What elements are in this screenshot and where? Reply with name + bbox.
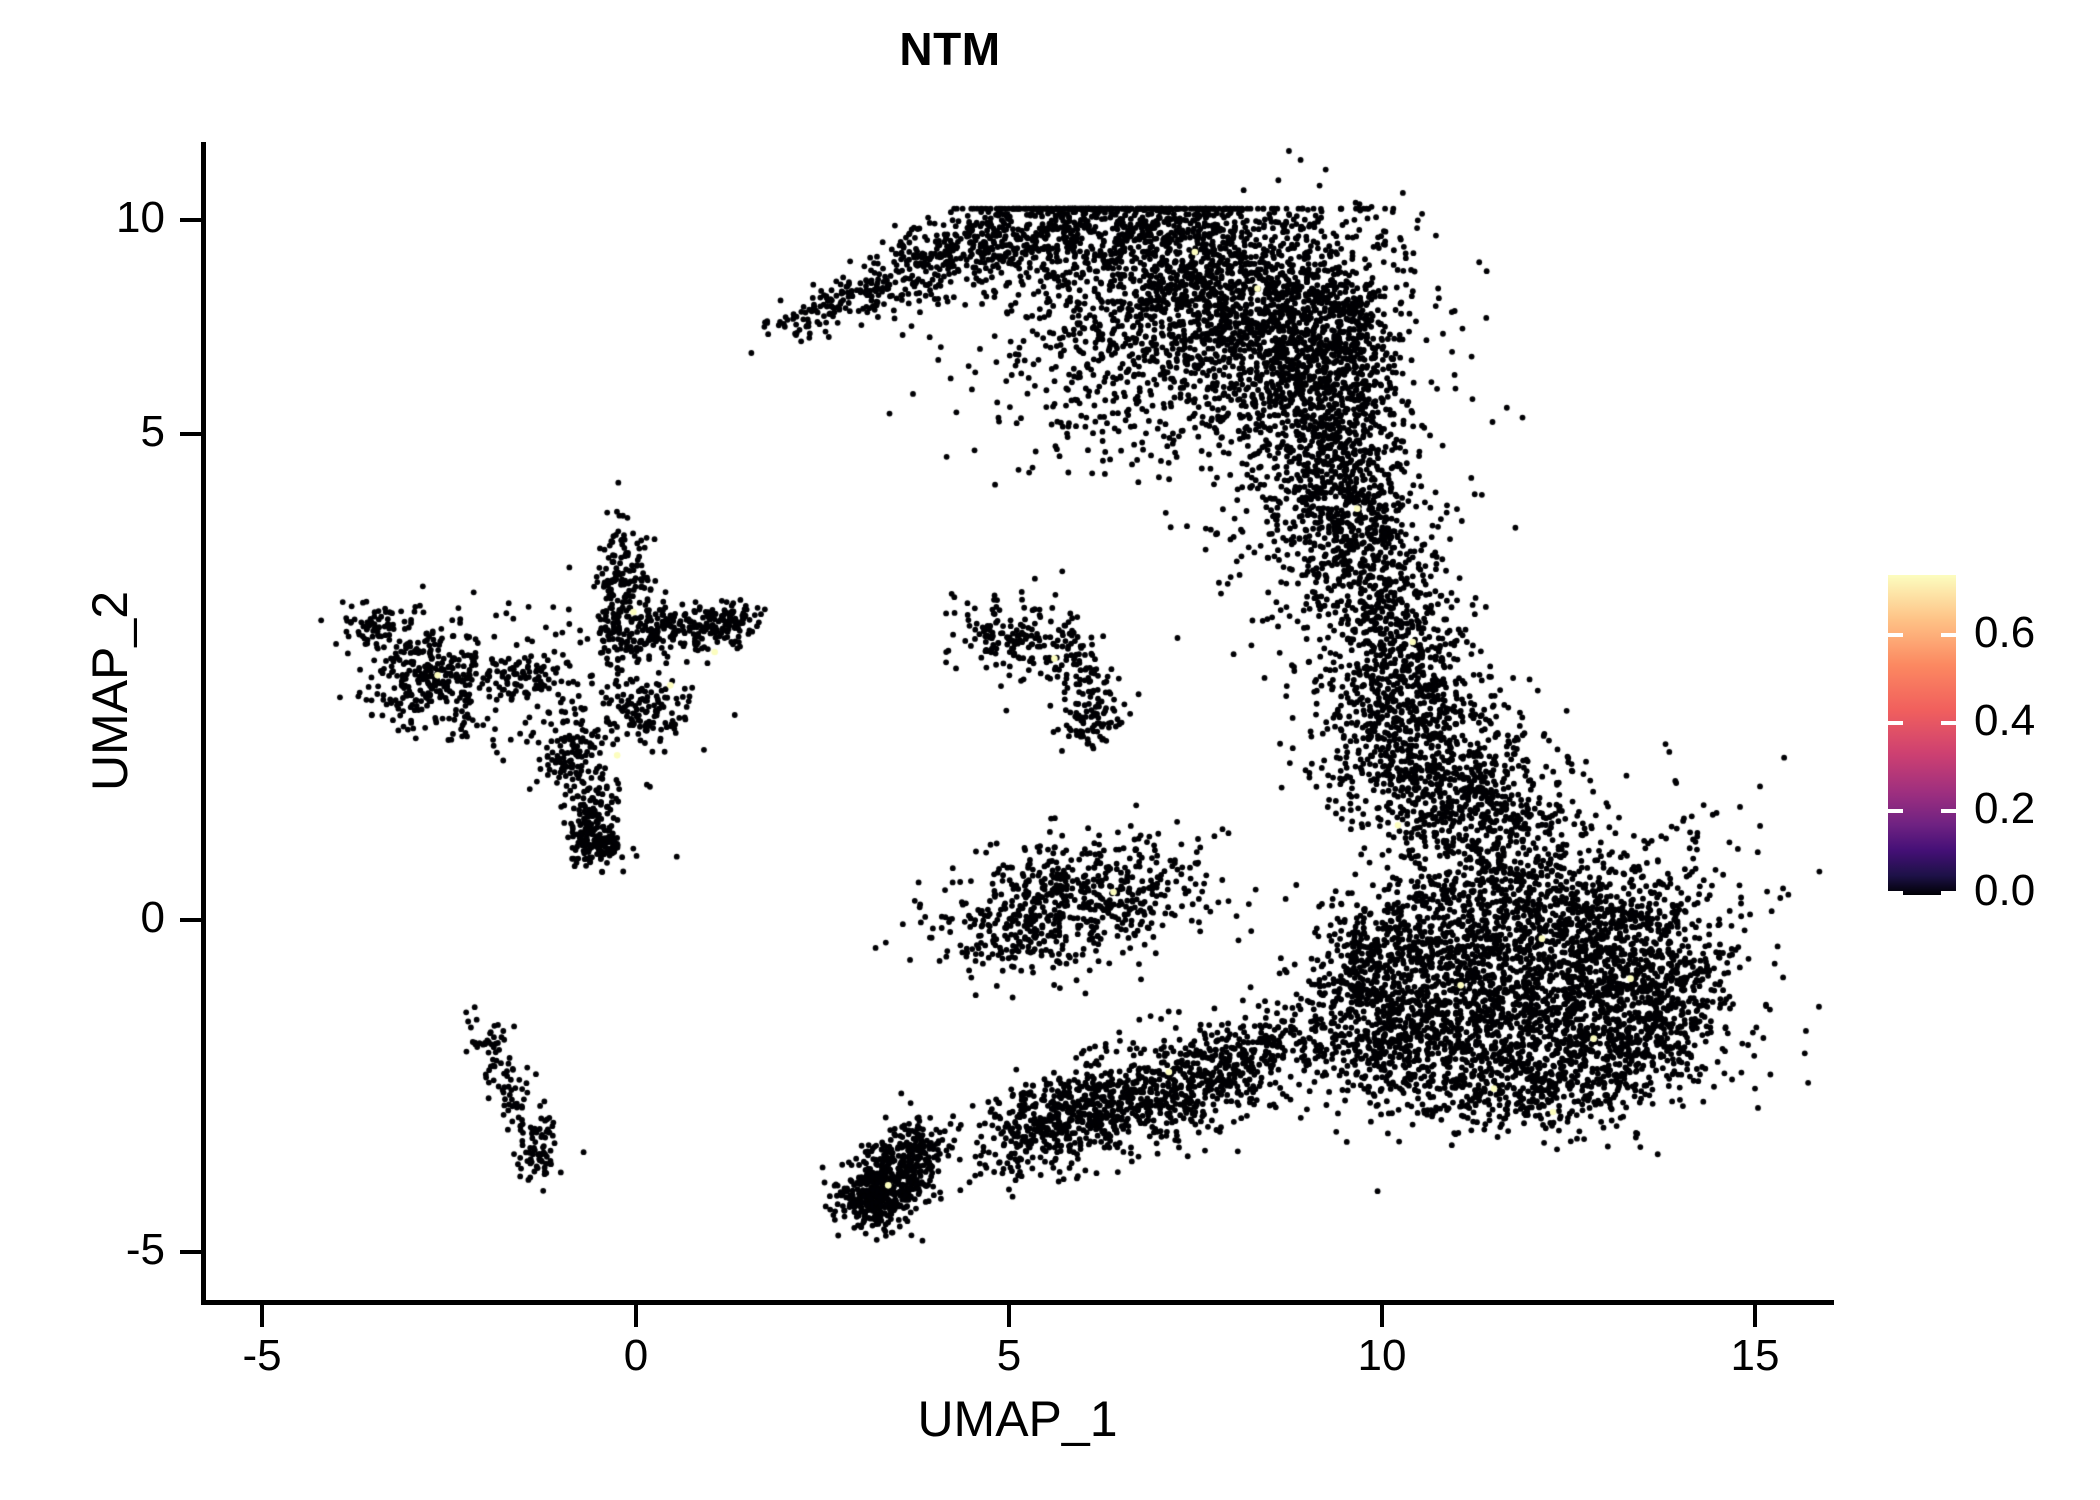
x-axis-line <box>201 1300 1834 1305</box>
y-tick-mark-0 <box>180 918 202 922</box>
y-axis-title: UMAP_2 <box>82 590 138 792</box>
y-tick-label-0: 0 <box>140 893 165 942</box>
page-title: NTM <box>899 23 1001 75</box>
y-tick-mark-10 <box>180 218 202 222</box>
x-tick-label-neg5: -5 <box>242 1331 282 1380</box>
y-tick-label-neg5: -5 <box>125 1225 165 1274</box>
y-tick-label-5: 5 <box>140 407 165 456</box>
x-axis-title: UMAP_1 <box>917 1391 1118 1447</box>
colorbar-tick-right-0.6 <box>1941 633 1956 637</box>
y-axis-line <box>201 142 206 1305</box>
colorbar-tick-left-0.2 <box>1888 809 1903 813</box>
colorbar-tick-right-0.4 <box>1941 721 1956 725</box>
colorbar-tick-left-0.4 <box>1888 721 1903 725</box>
colorbar-label-0.0: 0.0 <box>1974 866 2036 915</box>
y-tick-label-10: 10 <box>116 193 165 242</box>
colorbar-legend: 0.6 0.4 0.2 0.0 <box>1888 575 2078 913</box>
colorbar-label-0.2: 0.2 <box>1974 784 2036 833</box>
x-tick-label-10: 10 <box>1357 1331 1407 1380</box>
scatter-plot-canvas <box>205 142 1830 1302</box>
y-tick-mark-5 <box>180 432 202 436</box>
x-tick-mark-10 <box>1380 1305 1384 1327</box>
y-tick-mark-neg5 <box>180 1250 202 1254</box>
colorbar-gradient <box>1888 575 1956 895</box>
colorbar-tick-right-0.2 <box>1941 809 1956 813</box>
colorbar-label-0.6: 0.6 <box>1974 608 2036 657</box>
plot-panel <box>205 142 1830 1302</box>
x-tick-label-15: 15 <box>1730 1331 1780 1380</box>
colorbar-label-0.4: 0.4 <box>1974 696 2036 745</box>
colorbar-tick-left-0.0 <box>1888 891 1903 895</box>
x-tick-mark-15 <box>1753 1305 1757 1327</box>
x-tick-mark-neg5 <box>260 1305 264 1327</box>
x-tick-mark-0 <box>634 1305 638 1327</box>
x-tick-mark-5 <box>1007 1305 1011 1327</box>
x-tick-label-5: 5 <box>996 1331 1022 1380</box>
colorbar-tick-left-0.6 <box>1888 633 1903 637</box>
colorbar-tick-right-0.0 <box>1941 891 1956 895</box>
x-tick-label-0: 0 <box>623 1331 649 1380</box>
